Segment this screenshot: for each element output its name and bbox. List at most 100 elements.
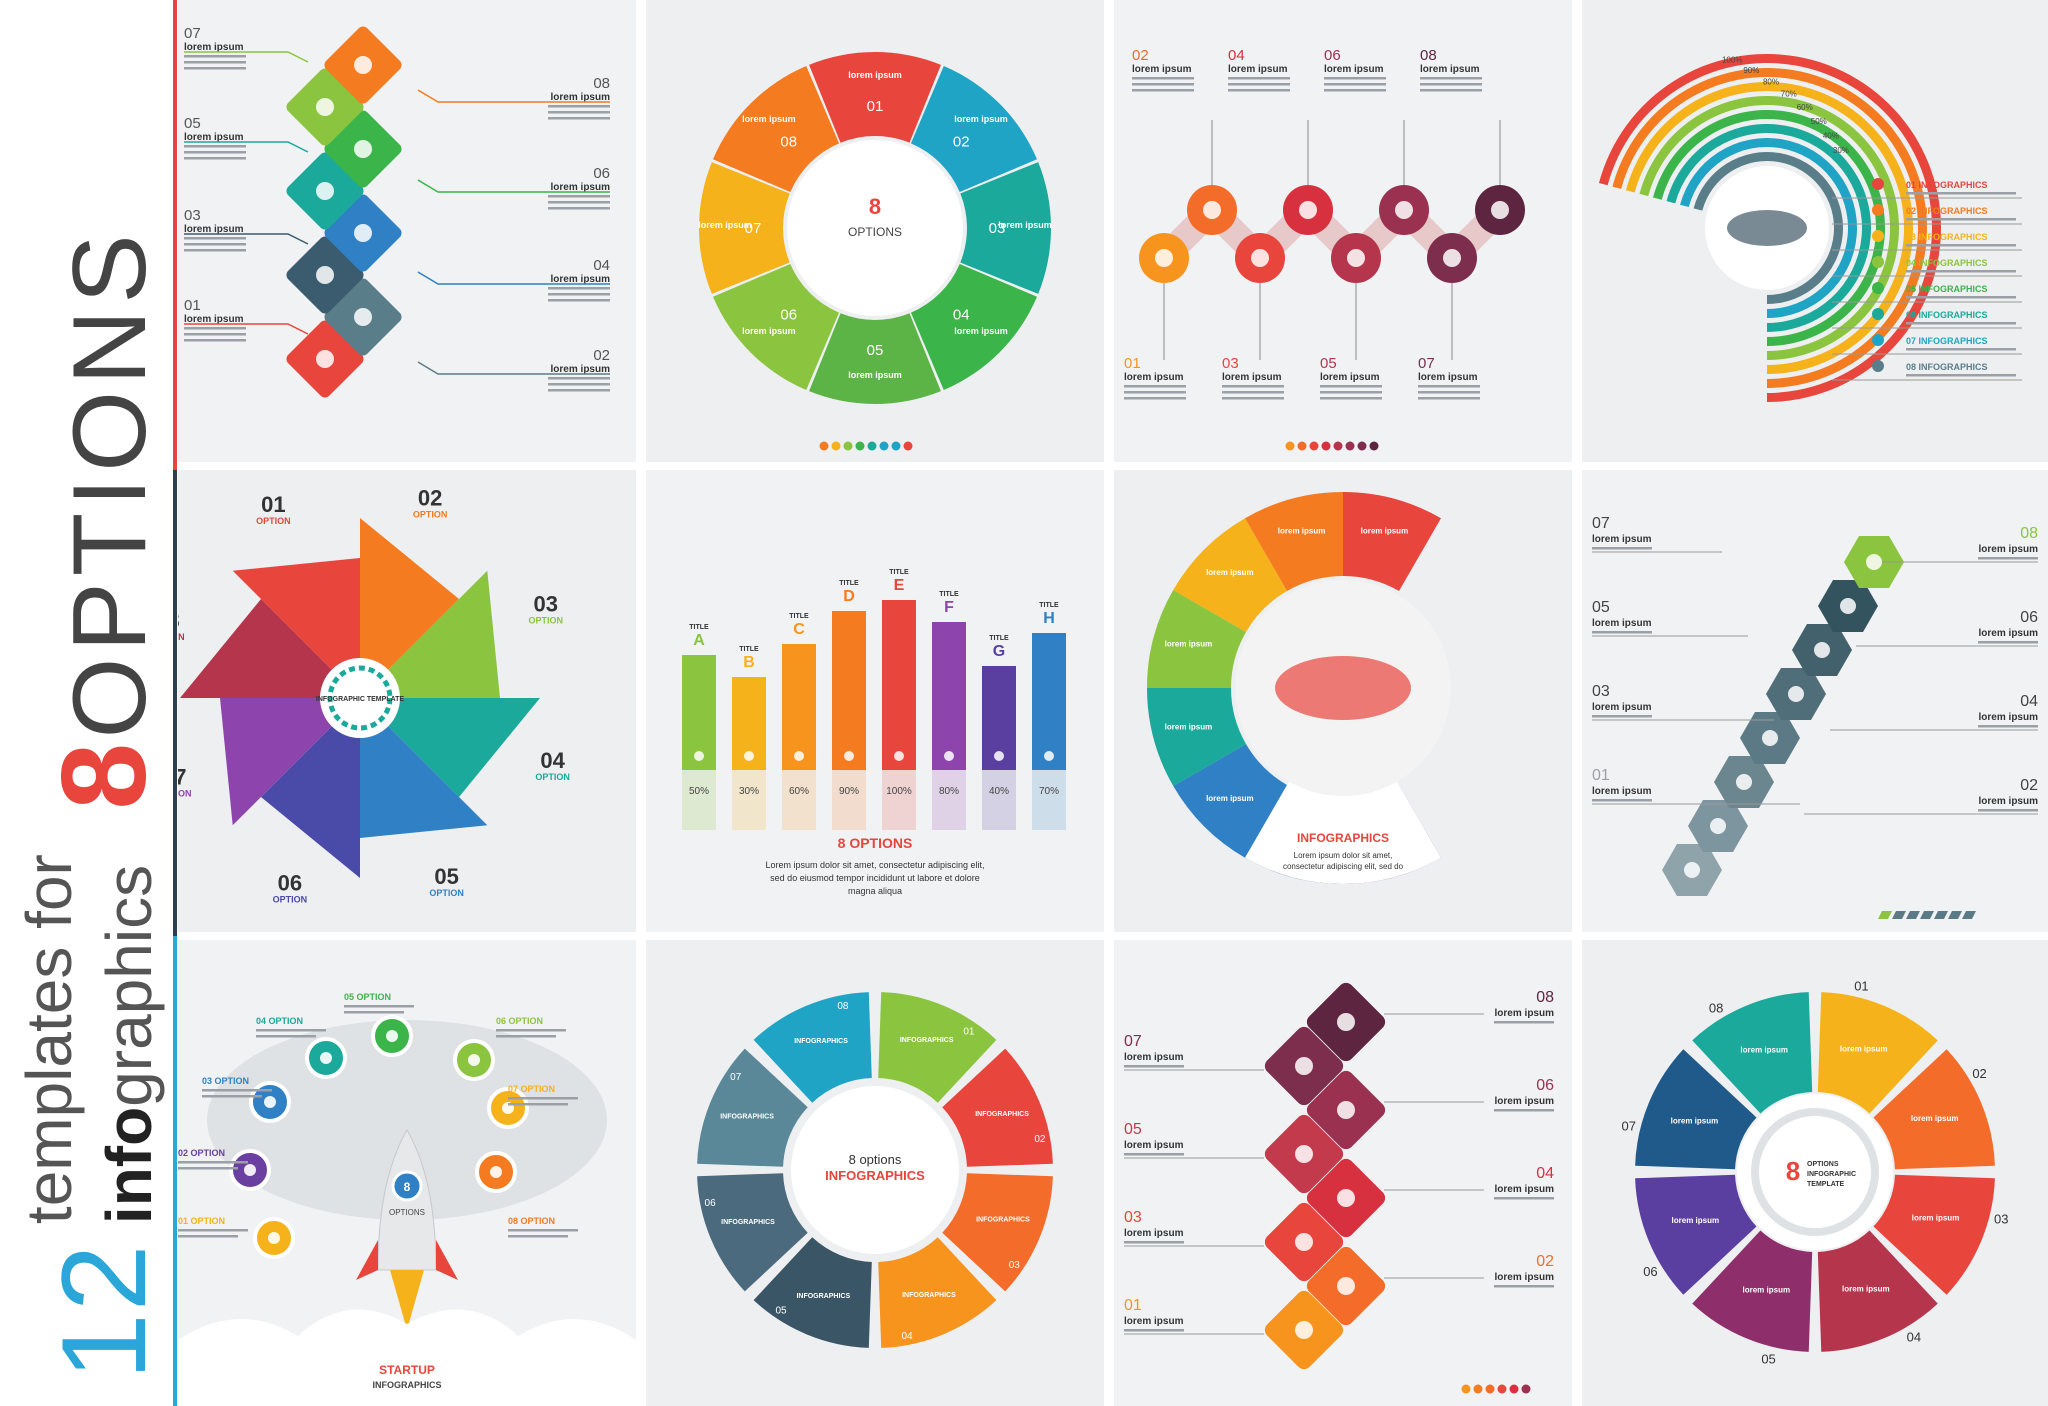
center-number: 8 (869, 194, 881, 219)
text-line (344, 1005, 414, 1008)
item-title: lorem ipsum (1979, 712, 2039, 723)
puzzle-icon (354, 224, 372, 242)
item-title: lorem ipsum (1592, 618, 1652, 629)
segment-title: lorem ipsum (1278, 526, 1326, 535)
hex-icon (1814, 642, 1830, 658)
bar-reflection (882, 770, 916, 830)
segment-title: lorem ipsum (1842, 1285, 1890, 1294)
item-title: lorem ipsum (1420, 64, 1480, 75)
item-number: 05 (1320, 355, 1337, 372)
segment-title: lorem ipsum (1911, 1114, 1959, 1123)
item-title: lorem ipsum (1124, 1052, 1184, 1063)
title-options: OPTIONS (52, 228, 168, 739)
bar-percent: 90% (839, 786, 859, 797)
item-title: lorem ipsum (551, 274, 611, 285)
item-number: 01 (1592, 767, 1610, 784)
item-title: lorem ipsum (184, 42, 244, 53)
page-title: 12 templates for infographics 8 OPTIONS (13, 228, 178, 1380)
text-line (1906, 374, 2016, 377)
item-number: 03 (1592, 683, 1610, 700)
bar-tag: TITLE (739, 646, 759, 653)
option-icon (244, 1164, 256, 1176)
item-number: 08 (593, 75, 610, 92)
pager-dot (1906, 911, 1920, 919)
gear-segment (1873, 1174, 1995, 1295)
text-line (178, 1161, 248, 1164)
ring-segment (753, 992, 872, 1103)
option-label: 01 OPTION (178, 1216, 225, 1226)
pager-dot (1461, 1384, 1471, 1394)
legend-icon (1872, 178, 1884, 190)
segment-title: INFOGRAPHICS (721, 1219, 775, 1226)
item-number: 08 (1536, 989, 1554, 1006)
startup-title: STARTUP (379, 1363, 435, 1377)
segment-title: lorem ipsum (848, 70, 902, 80)
text-line (1124, 1241, 1184, 1244)
ring-segment (1343, 492, 1441, 592)
world-map (1727, 210, 1807, 246)
gear-segment (1817, 992, 1938, 1114)
text-line (548, 195, 610, 198)
circle-segment (712, 263, 840, 391)
puzzle-icon (316, 98, 334, 116)
pager-dot (1485, 1384, 1495, 1394)
segment-title: lorem ipsum (1912, 1214, 1960, 1223)
pinwheel-blade (360, 518, 459, 698)
option-icon (320, 1052, 332, 1064)
diamond-icon (1337, 1013, 1355, 1031)
blade-option: OPTION (256, 516, 291, 526)
item-title: lorem ipsum (1592, 786, 1652, 797)
connector-line (417, 89, 610, 103)
diamond-icon (1337, 1277, 1355, 1295)
circle-segment (910, 263, 1038, 391)
rocket-window (391, 1170, 423, 1202)
center-top: 8 options (849, 1152, 902, 1167)
segment-number: 04 (1907, 1330, 1921, 1345)
text-line (1320, 385, 1382, 388)
center-ring (327, 665, 393, 731)
blade-option: OPTION (178, 789, 191, 799)
item-number: 07 (1418, 355, 1435, 372)
panel-pinwheel: 01 OPTION 02 OPTION 03 OPTION 04 OPTION 05 OPTION… (178, 470, 636, 932)
segment-title: INFOGRAPHICS (900, 1037, 954, 1044)
ring-segment (697, 1048, 808, 1167)
segment-title: INFOGRAPHICS (902, 1292, 956, 1299)
item-number: 05 (1124, 1121, 1142, 1138)
pager-dot (831, 441, 841, 451)
bar-icon (944, 751, 954, 761)
chart-text: sed do eiusmod tempor incididunt ut labo… (770, 873, 980, 883)
segment-number: 06 (780, 306, 797, 323)
segment-number: 06 (1643, 1264, 1657, 1279)
segment-title: lorem ipsum (1840, 1044, 1888, 1053)
ring-segment (1173, 518, 1287, 632)
ring-gap (1245, 781, 1441, 884)
text-line (1906, 218, 2016, 221)
hex-icon (1736, 774, 1752, 790)
circle-segment (809, 52, 941, 143)
bar-tag: TITLE (789, 613, 809, 620)
segment-number: 01 (867, 98, 884, 115)
segment-number: 04 (953, 306, 970, 323)
pager-dot (1878, 911, 1892, 919)
bar-reflection (782, 770, 816, 830)
connector-line (417, 179, 610, 193)
item-title: lorem ipsum (1124, 1316, 1184, 1327)
text-line (548, 287, 610, 290)
bar-letter: A (693, 632, 705, 649)
blade-number: 07 (178, 765, 186, 790)
ring-segment (1147, 688, 1247, 786)
blade-number: 08 (178, 608, 180, 633)
ring-text: Lorem ipsum dolor sit amet, (1294, 851, 1393, 860)
legend-title: 06 INFOGRAPHICS (1906, 310, 1988, 320)
bar-percent: 80% (939, 786, 959, 797)
rocket-fin (436, 1240, 458, 1280)
connector-line (184, 233, 309, 245)
chart-heading: 8 OPTIONS (838, 835, 913, 851)
blade-option: OPTION (413, 509, 448, 519)
blade-number: 04 (540, 748, 565, 773)
segment-title: lorem ipsum (1165, 722, 1213, 731)
option-icon (268, 1232, 280, 1244)
text-line (1978, 557, 2038, 560)
item-title: lorem ipsum (1124, 372, 1184, 383)
text-line (548, 117, 610, 120)
